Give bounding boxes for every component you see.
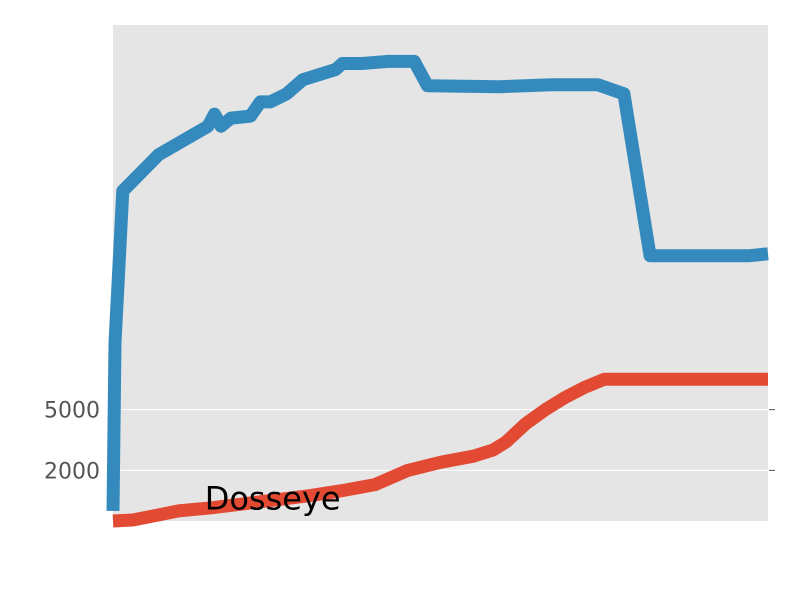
annotation-label: Dosseye — [205, 480, 341, 518]
y-tick-label-0: 2000 — [44, 459, 100, 484]
grid-lines — [113, 409, 768, 471]
series-lines — [106, 54, 769, 528]
y-axis-ticks: 2000 5000 — [44, 399, 775, 484]
plot-background — [113, 25, 768, 521]
series-line-1 — [112, 372, 768, 528]
series-line-0 — [106, 54, 769, 511]
y-tick-label-1: 5000 — [44, 399, 100, 424]
